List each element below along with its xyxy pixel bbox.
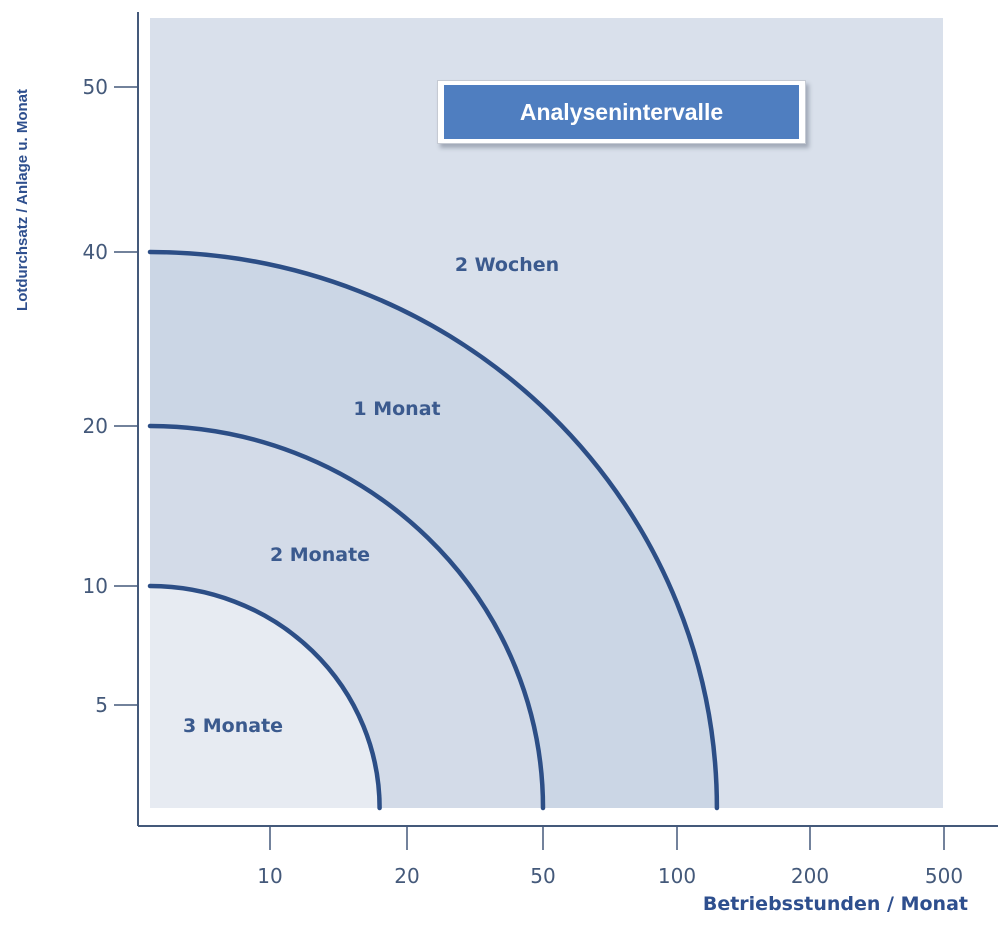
x-tick-label: 20 [394,864,419,888]
region-label-1-monat: 1 Monat [353,398,440,420]
y-tick-label: 40 [83,240,108,264]
x-tick-label: 100 [658,864,696,888]
region-label-2-wochen: 2 Wochen [455,254,559,276]
x-tick-label: 200 [791,864,829,888]
x-tick-label: 500 [925,864,963,888]
y-tick-label: 10 [83,574,108,598]
boundary-3-monate [147,583,382,811]
band-3-monate [150,586,380,808]
y-tick-label: 20 [83,414,108,438]
y-tick-label: 50 [83,75,108,99]
y-axis-label: Lotdurchsatz / Anlage u. Monat [14,89,31,311]
x-tick-label: 50 [530,864,555,888]
y-ticks: 5 10 20 40 50 [83,75,138,717]
region-label-2-monate: 2 Monate [270,544,370,566]
region-labels: 3 Monate 2 Monate 1 Monat 2 Wochen [183,254,559,737]
interval-bands [147,249,720,811]
chart-title-box: Analysenintervalle [437,80,806,144]
region-label-3-monate: 3 Monate [183,715,283,737]
boundary-1-monat [147,249,720,811]
y-tick-label: 5 [95,693,108,717]
x-ticks: 10 20 50 100 200 500 [257,826,963,888]
axes [137,12,998,827]
x-tick-label: 10 [257,864,282,888]
boundary-2-monate [147,423,546,811]
chart-title: Analysenintervalle [444,85,799,139]
x-axis-label: Betriebsstunden / Monat [703,893,968,915]
